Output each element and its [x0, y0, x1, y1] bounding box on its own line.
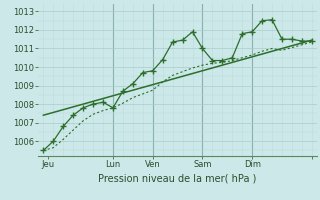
X-axis label: Pression niveau de la mer( hPa ): Pression niveau de la mer( hPa ) — [99, 173, 257, 183]
